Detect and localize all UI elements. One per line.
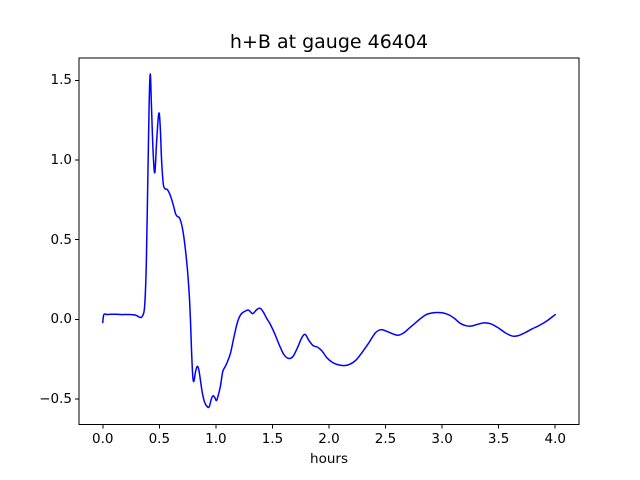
x-tick-label: 4.0 — [544, 431, 566, 447]
x-tick-label: 3.0 — [431, 431, 453, 447]
x-tick-label: 1.0 — [205, 431, 227, 447]
x-tick-label: 0.0 — [92, 431, 114, 447]
chart-title: h+B at gauge 46404 — [229, 31, 429, 53]
x-tick-label: 2.5 — [374, 431, 397, 447]
y-tick-label: −0.5 — [39, 391, 72, 407]
y-tick-label: 0.5 — [50, 231, 72, 248]
x-tick-label: 3.5 — [487, 431, 510, 447]
y-tick-label: 1.0 — [50, 151, 72, 168]
y-tick-label: 0.0 — [50, 311, 72, 328]
series-line — [102, 73, 556, 409]
y-tick-label: 1.5 — [50, 72, 72, 89]
plot-frame — [78, 57, 580, 425]
x-tick-label: 1.5 — [261, 431, 284, 447]
x-tick-label: 2.0 — [318, 431, 340, 447]
tick-marks — [75, 79, 556, 429]
x-tick-label: 0.5 — [148, 431, 171, 447]
x-axis-label: hours — [310, 451, 348, 467]
